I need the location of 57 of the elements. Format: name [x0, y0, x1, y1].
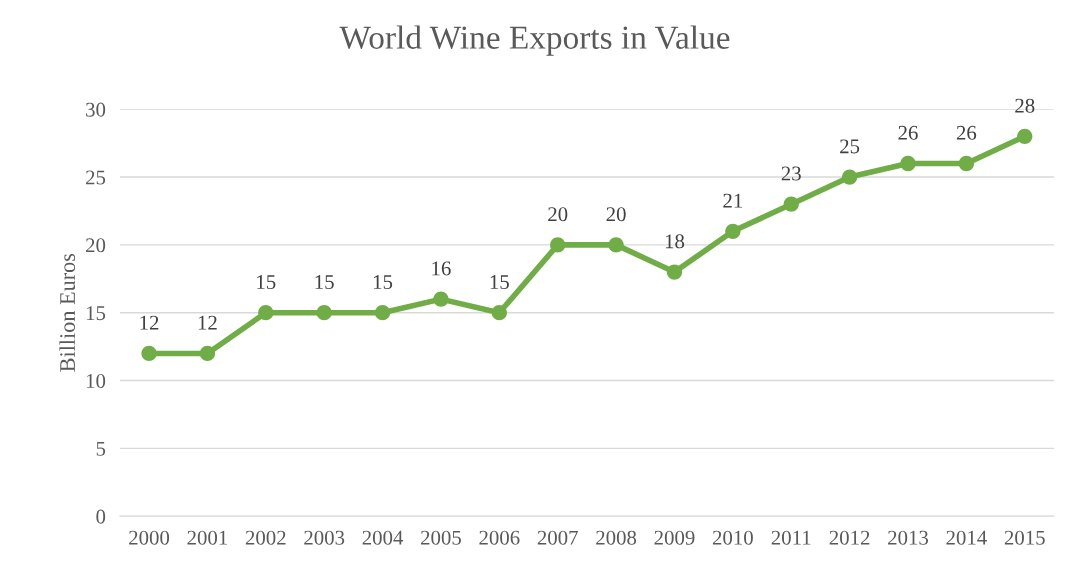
- x-tick-label: 2002: [245, 530, 286, 545]
- point: [316, 305, 332, 321]
- point: [258, 305, 274, 321]
- x-tick-label: 2013: [888, 530, 929, 545]
- data-label: 12: [140, 315, 159, 330]
- x-tick-label: 2011: [771, 530, 811, 545]
- data-label: 20: [606, 207, 626, 222]
- data-label: 23: [781, 166, 801, 181]
- point: [550, 237, 566, 253]
- y-tick-label: 25: [86, 170, 106, 185]
- point: [199, 345, 216, 362]
- point: [725, 223, 741, 239]
- data-label: 21: [723, 193, 743, 208]
- point: [491, 305, 507, 321]
- x-tick-label: 2006: [479, 530, 520, 545]
- point: [900, 155, 916, 172]
- data-label: 12: [198, 315, 217, 330]
- point: [374, 305, 391, 321]
- data-label: 26: [898, 125, 918, 140]
- y-tick-label: 0: [96, 509, 106, 524]
- data-label: 26: [956, 125, 977, 140]
- data-label: 15: [315, 275, 334, 290]
- data-label: 15: [373, 275, 393, 290]
- x-tick-label: 2010: [712, 530, 753, 545]
- y-tick-label: 10: [86, 373, 106, 388]
- chart-title: World Wine Exports in Value: [339, 25, 730, 56]
- x-tick-label: 2005: [421, 530, 461, 545]
- data-label: 15: [257, 275, 276, 290]
- x-tick-label: 2012: [829, 530, 870, 545]
- x-tick-label: 2001: [187, 530, 227, 545]
- data-label: 28: [1015, 98, 1035, 113]
- y-tick-label: 15: [86, 306, 106, 321]
- data-label: 16: [432, 261, 451, 276]
- point: [433, 291, 449, 307]
- x-tick-label: 2008: [596, 530, 637, 545]
- x-tick-label: 2003: [304, 530, 345, 545]
- y-axis-title: Billion Euros: [59, 253, 76, 372]
- x-tick-label: 2009: [654, 530, 695, 545]
- y-tick-label: 30: [86, 102, 106, 117]
- y-tick-label: 20: [86, 238, 106, 253]
- x-tick-label: 2014: [946, 530, 987, 545]
- data-label: 18: [665, 234, 685, 249]
- point: [958, 155, 975, 172]
- point: [783, 196, 799, 212]
- x-tick-label: 2007: [537, 530, 578, 545]
- data-label: 25: [840, 139, 860, 154]
- data-label: 20: [548, 207, 568, 222]
- y-tick-label: 5: [96, 441, 106, 456]
- point: [841, 169, 858, 185]
- point: [1017, 128, 1033, 145]
- point: [608, 237, 624, 253]
- x-tick-label: 2000: [129, 530, 170, 545]
- x-tick-label: 2015: [1004, 530, 1045, 545]
- point: [666, 264, 683, 280]
- point: [141, 345, 157, 362]
- data-label: 15: [490, 275, 509, 290]
- x-tick-label: 2004: [362, 530, 404, 545]
